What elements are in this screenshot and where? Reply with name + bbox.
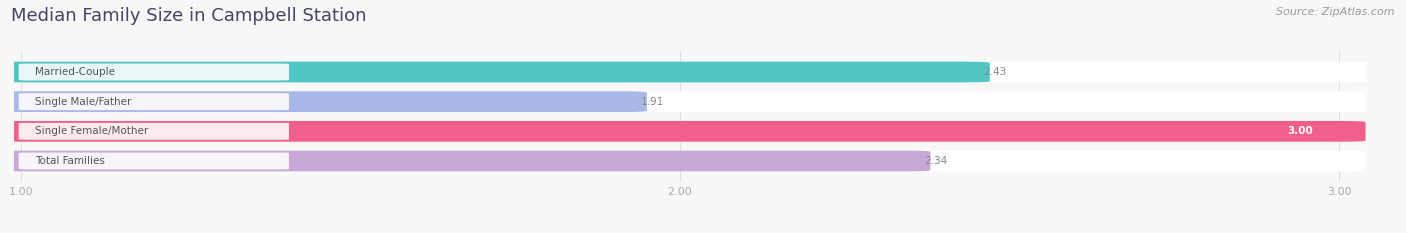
FancyBboxPatch shape	[0, 121, 1365, 142]
Text: 2.43: 2.43	[983, 67, 1007, 77]
FancyBboxPatch shape	[0, 91, 1365, 112]
FancyBboxPatch shape	[18, 123, 290, 140]
Text: Married-Couple: Married-Couple	[35, 67, 115, 77]
Text: 3.00: 3.00	[1286, 126, 1313, 136]
Text: Single Female/Mother: Single Female/Mother	[35, 126, 149, 136]
FancyBboxPatch shape	[0, 62, 1365, 82]
Text: Single Male/Father: Single Male/Father	[35, 97, 132, 107]
Text: 1.91: 1.91	[640, 97, 664, 107]
FancyBboxPatch shape	[0, 91, 647, 112]
FancyBboxPatch shape	[0, 121, 1365, 142]
FancyBboxPatch shape	[18, 64, 290, 80]
Text: Source: ZipAtlas.com: Source: ZipAtlas.com	[1277, 7, 1395, 17]
Text: Total Families: Total Families	[35, 156, 105, 166]
Text: 2.34: 2.34	[924, 156, 948, 166]
FancyBboxPatch shape	[0, 62, 990, 82]
FancyBboxPatch shape	[18, 93, 290, 110]
Text: Median Family Size in Campbell Station: Median Family Size in Campbell Station	[11, 7, 367, 25]
FancyBboxPatch shape	[18, 153, 290, 169]
FancyBboxPatch shape	[0, 151, 931, 171]
FancyBboxPatch shape	[0, 151, 1365, 171]
